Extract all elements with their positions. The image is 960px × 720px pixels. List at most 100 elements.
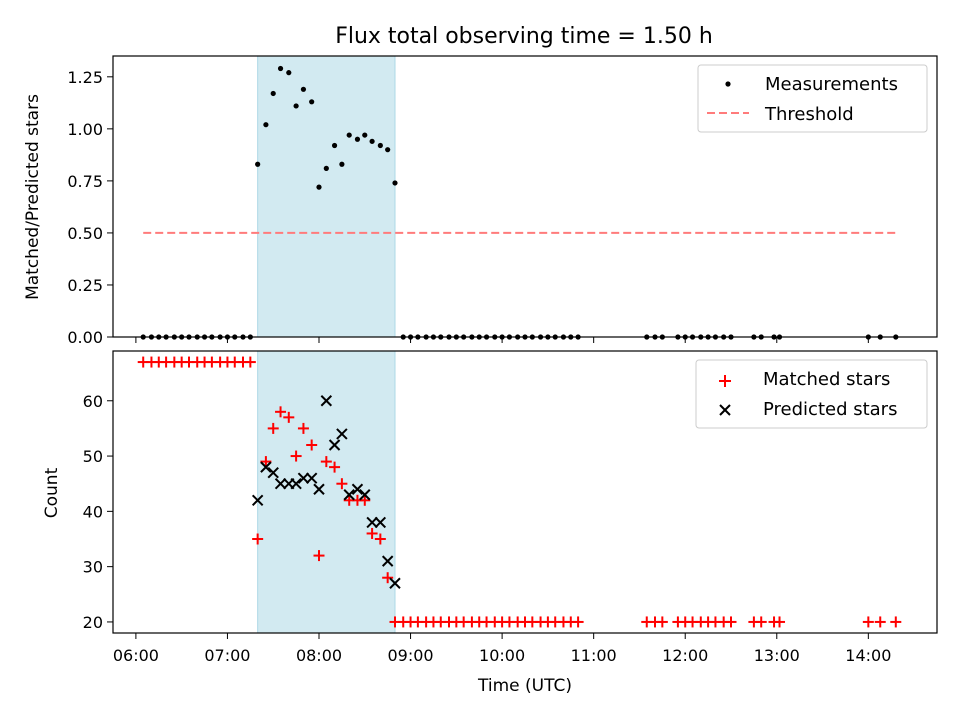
matched-star-point <box>252 533 264 545</box>
measurement-point <box>377 142 383 149</box>
matched-star-point <box>290 450 302 462</box>
x-tick-label: 12:00 <box>662 646 708 665</box>
matched-star-point <box>382 572 394 584</box>
matched-star-point <box>656 616 668 628</box>
y-tick-label: 50 <box>83 447 103 466</box>
bottom-y-ticks: 20 30 40 50 60 <box>83 392 113 632</box>
top-y-axis-label: Matched/Predicted stars <box>23 94 43 300</box>
predicted-star-point <box>313 483 325 495</box>
observing-window-shade-top <box>257 55 396 338</box>
chart-title: Flux total observing time = 1.50 h <box>335 24 713 49</box>
legend-measurements-label: Measurements <box>765 74 898 95</box>
measurement-point <box>331 142 338 149</box>
predicted-star-point <box>305 472 318 484</box>
matched-star-point <box>275 406 287 418</box>
predicted-star-point <box>320 395 333 407</box>
y-tick-label: 40 <box>83 502 103 521</box>
predicted-star-point <box>297 472 310 484</box>
top-legend-box <box>697 64 928 133</box>
legend-measurements-marker <box>725 81 731 87</box>
predicted-star-point <box>366 516 378 529</box>
measurement-point <box>346 132 352 138</box>
predicted-star-point <box>389 577 401 589</box>
matched-star-point <box>320 456 332 468</box>
matched-star-point <box>267 422 279 434</box>
matched-star-point <box>374 533 386 545</box>
measurement-point <box>270 90 276 97</box>
predicted-star-point <box>290 477 302 490</box>
matched-star-point <box>725 616 737 628</box>
matched-star-point <box>359 494 371 506</box>
measurement-point <box>354 136 361 142</box>
matched-star-point <box>366 527 378 539</box>
y-tick-label: 0.25 <box>67 276 103 295</box>
y-tick-label: 0.75 <box>67 172 103 191</box>
legend-matched-marker <box>719 375 731 387</box>
measurement-point <box>277 65 284 72</box>
bottom-panel: 20 30 40 50 60 06:00 07:00 08:00 09:00 10:00 11:0… <box>42 350 938 696</box>
top-axes-frame <box>112 55 938 338</box>
x-tick-label: 06:00 <box>113 646 159 665</box>
y-tick-label: 20 <box>83 613 103 632</box>
y-tick-label: 1.00 <box>67 120 103 139</box>
x-axis-label: Time (UTC) <box>477 676 572 696</box>
predicted-star-point <box>351 483 364 495</box>
matched-star-point <box>306 439 318 451</box>
top-x-ticks <box>135 337 869 343</box>
top-legend: Measurements Threshold <box>697 64 928 133</box>
measurement-point <box>263 122 269 128</box>
matched-star-point <box>329 461 341 473</box>
measurement-point <box>300 86 307 92</box>
matched-star-point <box>890 616 902 628</box>
matched-star-point <box>572 616 584 628</box>
x-tick-label: 09:00 <box>388 646 434 665</box>
x-tick-label: 10:00 <box>479 646 525 665</box>
observing-window-shade-bottom <box>257 350 396 634</box>
matched-star-point <box>874 616 886 628</box>
y-tick-label: 60 <box>83 392 103 411</box>
measurement-point <box>255 161 261 167</box>
predicted-star-point <box>274 477 287 490</box>
predicted-star-point <box>336 428 348 440</box>
measurement-point <box>309 99 315 105</box>
measurement-point <box>369 138 375 144</box>
matched-star-point <box>336 478 348 490</box>
bottom-legend: Matched stars Predicted stars <box>695 359 928 429</box>
predicted-star-point <box>343 489 355 501</box>
predicted-star-point <box>251 494 264 507</box>
legend-matched-label: Matched stars <box>763 369 890 390</box>
legend-predicted-marker <box>719 404 731 416</box>
matched-star-point <box>313 550 325 562</box>
measurement-point <box>316 184 322 190</box>
matched-star-point <box>862 616 874 628</box>
bottom-y-axis-label: Count <box>42 467 62 518</box>
y-tick-label: 0.00 <box>67 328 103 347</box>
measurement-point <box>339 161 345 167</box>
y-tick-label: 0.50 <box>67 224 103 243</box>
legend-predicted-label: Predicted stars <box>763 399 897 420</box>
predicted-star-point <box>267 466 279 479</box>
predicted-star-point <box>374 516 387 529</box>
measurement-point <box>362 132 368 138</box>
y-tick-label: 30 <box>83 558 103 577</box>
matched-star-point <box>260 456 272 468</box>
x-tick-label: 08:00 <box>296 646 342 665</box>
predicted-star-point <box>328 439 341 451</box>
matched-star-point <box>755 616 767 628</box>
measurement-point <box>286 70 292 76</box>
measurement-point <box>392 180 398 186</box>
measurement-point <box>293 103 299 109</box>
y-tick-label: 1.25 <box>67 68 103 87</box>
bottom-axes-frame <box>112 350 938 634</box>
matched-star-point <box>774 616 786 628</box>
x-tick-label: 11:00 <box>571 646 617 665</box>
x-tick-label: 07:00 <box>204 646 250 665</box>
measurement-point <box>385 147 391 153</box>
x-tick-label: 14:00 <box>845 646 891 665</box>
legend-threshold-label: Threshold <box>764 104 854 125</box>
predicted-star-point <box>359 489 371 501</box>
bottom-legend-box <box>695 359 928 429</box>
predicted-star-point <box>260 461 272 473</box>
bottom-x-ticks: 06:00 07:00 08:00 09:00 10:00 11:00 12:00 13:00… <box>113 633 891 665</box>
